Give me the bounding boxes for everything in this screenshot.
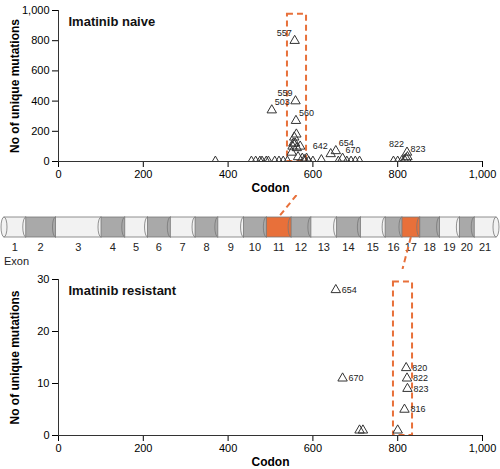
svg-text:16: 16 <box>387 241 399 253</box>
svg-text:14: 14 <box>342 241 354 253</box>
svg-text:816: 816 <box>410 404 425 414</box>
svg-text:820: 820 <box>412 363 427 373</box>
svg-text:Codon: Codon <box>252 181 290 195</box>
svg-text:10: 10 <box>249 241 261 253</box>
svg-text:559: 559 <box>277 88 292 98</box>
svg-text:20: 20 <box>37 325 49 337</box>
svg-text:600: 600 <box>304 168 322 180</box>
svg-text:Codon: Codon <box>252 455 290 469</box>
svg-text:21: 21 <box>479 241 491 253</box>
svg-text:0: 0 <box>55 442 61 454</box>
svg-text:560: 560 <box>299 108 314 118</box>
svg-text:4: 4 <box>110 241 116 253</box>
svg-text:19: 19 <box>443 241 455 253</box>
svg-text:11: 11 <box>273 241 284 253</box>
svg-text:1,000: 1,000 <box>469 442 497 454</box>
svg-text:18: 18 <box>424 241 436 253</box>
svg-text:503: 503 <box>275 97 290 107</box>
svg-text:13: 13 <box>318 241 330 253</box>
svg-text:15: 15 <box>367 241 379 253</box>
svg-text:5: 5 <box>133 241 139 253</box>
svg-text:Imatinib naive: Imatinib naive <box>69 14 156 29</box>
svg-text:823: 823 <box>413 384 428 394</box>
svg-text:200: 200 <box>134 168 152 180</box>
svg-text:600: 600 <box>304 442 322 454</box>
svg-text:200: 200 <box>31 125 49 137</box>
svg-text:2: 2 <box>38 241 44 253</box>
svg-text:1: 1 <box>12 241 18 253</box>
svg-text:3: 3 <box>75 241 81 253</box>
svg-text:17: 17 <box>404 241 417 253</box>
svg-text:No of unique mutations: No of unique mutations <box>8 290 22 424</box>
svg-text:10: 10 <box>37 377 49 389</box>
svg-text:822: 822 <box>389 139 404 149</box>
svg-text:8: 8 <box>203 241 209 253</box>
svg-text:654: 654 <box>338 137 354 148</box>
svg-text:No of unique mutations: No of unique mutations <box>8 19 22 153</box>
svg-text:600: 600 <box>31 64 49 76</box>
svg-text:654: 654 <box>342 285 357 295</box>
svg-text:557: 557 <box>277 28 292 38</box>
svg-text:0: 0 <box>43 155 49 167</box>
svg-text:20: 20 <box>461 241 473 253</box>
svg-text:800: 800 <box>31 34 49 46</box>
svg-text:6: 6 <box>156 241 162 253</box>
svg-text:Imatinib resistant: Imatinib resistant <box>69 283 177 298</box>
svg-text:400: 400 <box>31 95 49 107</box>
svg-text:823: 823 <box>410 144 425 154</box>
svg-text:400: 400 <box>219 168 237 180</box>
svg-text:12: 12 <box>295 241 307 253</box>
svg-text:822: 822 <box>413 373 428 383</box>
svg-text:800: 800 <box>389 168 407 180</box>
svg-text:642: 642 <box>313 141 328 151</box>
svg-text:Exon: Exon <box>4 255 29 267</box>
svg-text:0: 0 <box>43 429 49 441</box>
svg-text:670: 670 <box>346 145 361 155</box>
svg-text:1,000: 1,000 <box>469 168 497 180</box>
svg-text:200: 200 <box>134 442 152 454</box>
svg-text:800: 800 <box>389 442 407 454</box>
svg-text:670: 670 <box>349 373 364 383</box>
svg-text:0: 0 <box>55 168 61 180</box>
svg-text:400: 400 <box>219 442 237 454</box>
svg-text:30: 30 <box>37 273 49 285</box>
svg-text:1,000: 1,000 <box>22 4 50 16</box>
svg-text:9: 9 <box>228 241 234 253</box>
svg-text:7: 7 <box>180 241 186 253</box>
